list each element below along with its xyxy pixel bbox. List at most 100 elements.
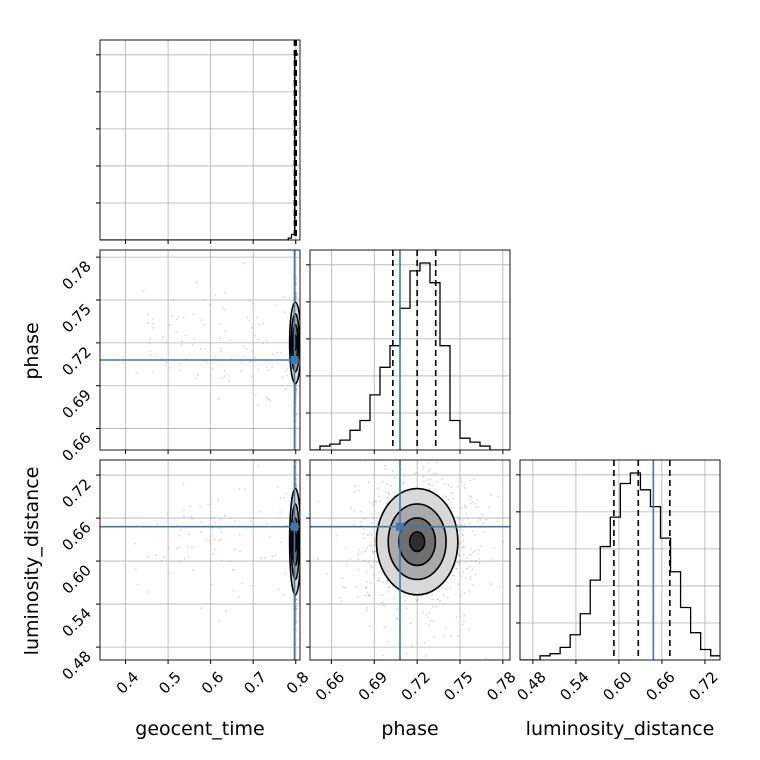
scatter-point (468, 628, 471, 631)
scatter-point (502, 540, 505, 543)
scatter-point (364, 586, 367, 589)
scatter-point (200, 607, 203, 610)
scatter-point (474, 573, 477, 576)
scatter-point (167, 571, 170, 574)
panel-geocent_time-phase (96, 249, 301, 454)
y-tick-label: 0.72 (58, 475, 94, 511)
scatter-point (191, 518, 193, 521)
scatter-point (245, 347, 248, 350)
scatter-point (349, 558, 352, 560)
scatter-point (258, 510, 261, 513)
scatter-point (149, 350, 152, 353)
scatter-point (283, 311, 286, 314)
scatter-point (453, 574, 456, 577)
scatter-point (295, 461, 298, 464)
scatter-point (463, 614, 466, 617)
panel-geocent_time-luminosity_distance (96, 459, 301, 664)
scatter-point (283, 296, 286, 299)
scatter-point (295, 478, 297, 481)
scatter-point (378, 500, 381, 502)
scatter-point (192, 568, 194, 571)
scatter-point (468, 554, 471, 557)
scatter-point (436, 598, 439, 601)
scatter-point (442, 495, 445, 498)
scatter-point (161, 339, 164, 342)
scatter-point (353, 509, 355, 512)
scatter-point (387, 491, 390, 494)
scatter-point (387, 500, 389, 503)
scatter-point (248, 300, 251, 303)
scatter-point (386, 483, 389, 486)
scatter-point (341, 577, 343, 579)
scatter-point (365, 547, 368, 550)
scatter-point (378, 570, 381, 573)
x-tick-label: 0.66 (642, 668, 678, 704)
scatter-point (409, 622, 412, 625)
scatter-point (256, 338, 259, 341)
scatter-point (428, 624, 431, 627)
scatter-point (431, 593, 434, 596)
scatter-point (482, 522, 484, 525)
scatter-point (447, 483, 450, 486)
scatter-point (230, 357, 233, 359)
scatter-point (218, 620, 221, 623)
scatter-point (355, 585, 358, 588)
scatter-point (385, 491, 387, 494)
x-tick-label: 0.48 (513, 668, 549, 704)
scatter-point (193, 338, 196, 341)
scatter-point (213, 516, 215, 519)
scatter-point (279, 351, 282, 354)
scatter-point (485, 657, 488, 660)
scatter-point (371, 550, 374, 553)
x-tick-label: 0.69 (355, 668, 391, 704)
y-tick-label: 0.66 (58, 429, 94, 465)
scatter-point (295, 621, 297, 624)
scatter-point (458, 543, 461, 546)
scatter-point (177, 315, 180, 318)
scatter-point (396, 608, 399, 611)
scatter-point (256, 316, 259, 319)
scatter-point (378, 495, 381, 498)
scatter-point (146, 591, 149, 593)
scatter-point (366, 534, 369, 537)
scatter-point (381, 594, 384, 596)
scatter-point (218, 527, 221, 530)
scatter-point (286, 368, 289, 370)
scatter-point (182, 317, 185, 319)
scatter-point (240, 370, 242, 373)
scatter-point (176, 547, 179, 550)
scatter-point (362, 533, 365, 535)
y-tick-label: 0.48 (58, 647, 94, 683)
scatter-point (403, 452, 405, 454)
scatter-point (203, 348, 206, 350)
scatter-point (363, 518, 365, 520)
scatter-point (295, 483, 298, 486)
scatter-point (461, 529, 464, 532)
scatter-point (220, 347, 222, 350)
scatter-point (396, 618, 399, 620)
scatter-point (241, 582, 243, 585)
scatter-point (294, 297, 297, 300)
scatter-point (285, 374, 288, 377)
scatter-point (228, 380, 230, 382)
scatter-point (478, 558, 480, 561)
scatter-point (443, 483, 446, 486)
scatter-point (425, 655, 428, 657)
scatter-point (248, 319, 251, 322)
scatter-point (212, 552, 215, 555)
scatter-point (295, 295, 297, 298)
scatter-point (444, 495, 447, 498)
scatter-point (422, 475, 425, 478)
scatter-point (257, 465, 260, 468)
scatter-point (223, 369, 226, 372)
scatter-point (232, 569, 235, 572)
scatter-point (405, 652, 408, 655)
scatter-point (432, 605, 435, 608)
scatter-point (294, 276, 297, 278)
scatter-point (280, 541, 283, 544)
scatter-point (243, 355, 246, 358)
scatter-point (244, 488, 246, 490)
scatter-point (221, 307, 224, 310)
scatter-point (147, 555, 150, 558)
scatter-point (251, 375, 254, 378)
